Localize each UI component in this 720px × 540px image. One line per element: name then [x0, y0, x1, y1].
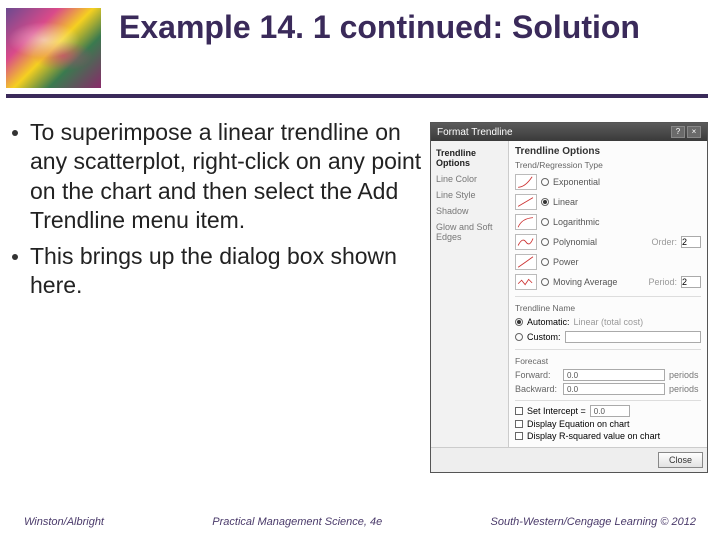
option-label: Exponential	[553, 177, 701, 187]
window-buttons: ? ×	[671, 126, 701, 138]
linear-icon	[515, 194, 537, 210]
bullet-column: To superimpose a linear trendline on any…	[12, 118, 430, 473]
forward-label: Forward:	[515, 370, 559, 380]
forward-unit: periods	[669, 370, 701, 380]
close-button[interactable]: Close	[658, 452, 703, 468]
name-automatic[interactable]: Automatic: Linear (total cost)	[515, 315, 701, 329]
option-polynomial[interactable]: Polynomial Order: 2	[515, 232, 701, 252]
help-button[interactable]: ?	[671, 126, 685, 138]
radio-icon[interactable]	[541, 178, 549, 186]
option-logarithmic[interactable]: Logarithmic	[515, 212, 701, 232]
title-bar: Example 14. 1 continued: Solution	[0, 0, 720, 88]
section-heading: Forecast	[515, 356, 701, 366]
sidebar-item-trendline-options[interactable]: Trendline Options	[434, 145, 505, 171]
forward-input[interactable]: 0.0	[563, 369, 665, 381]
auto-value: Linear (total cost)	[574, 317, 644, 327]
exponential-icon	[515, 174, 537, 190]
sidebar-item-line-color[interactable]: Line Color	[434, 171, 505, 187]
radio-icon[interactable]	[541, 238, 549, 246]
equation-label: Display Equation on chart	[527, 419, 630, 429]
checkbox-icon[interactable]	[515, 432, 523, 440]
option-label: Power	[553, 257, 701, 267]
set-intercept-row[interactable]: Set Intercept = 0.0	[515, 404, 701, 418]
slide-title: Example 14. 1 continued: Solution	[101, 8, 640, 46]
radio-icon[interactable]	[541, 218, 549, 226]
backward-unit: periods	[669, 384, 701, 394]
forecast-section: Forecast Forward: 0.0 periods Backward: …	[515, 349, 701, 396]
sidebar-item-glow[interactable]: Glow and Soft Edges	[434, 219, 505, 245]
sidebar-item-line-style[interactable]: Line Style	[434, 187, 505, 203]
checkbox-icon[interactable]	[515, 407, 523, 415]
body-area: To superimpose a linear trendline on any…	[0, 98, 720, 473]
radio-icon[interactable]	[515, 318, 523, 326]
radio-icon[interactable]	[541, 278, 549, 286]
power-icon	[515, 254, 537, 270]
display-rsquared-row[interactable]: Display R-squared value on chart	[515, 430, 701, 442]
bullet-item: To superimpose a linear trendline on any…	[12, 118, 422, 236]
polynomial-icon	[515, 234, 537, 250]
bullet-dot-icon	[12, 254, 18, 260]
dialog-column: Format Trendline ? × Trendline Options L…	[430, 118, 708, 473]
slide-footer: Winston/Albright Practical Management Sc…	[0, 516, 720, 528]
bullet-text: To superimpose a linear trendline on any…	[30, 118, 422, 236]
bullet-text: This brings up the dialog box shown here…	[30, 242, 422, 301]
backward-input[interactable]: 0.0	[563, 383, 665, 395]
logo-graphic	[6, 8, 101, 88]
dialog-title-text: Format Trendline	[437, 127, 513, 138]
option-label: Linear	[553, 197, 701, 207]
radio-icon[interactable]	[515, 333, 523, 341]
logarithmic-icon	[515, 214, 537, 230]
option-exponential[interactable]: Exponential	[515, 172, 701, 192]
trendline-name-section: Trendline Name Automatic: Linear (total …	[515, 296, 701, 345]
dialog-main: Trendline Options Trend/Regression Type …	[509, 141, 707, 447]
moving-average-icon	[515, 274, 537, 290]
main-heading: Trendline Options	[515, 146, 701, 157]
footer-left: Winston/Albright	[24, 516, 104, 528]
period-label: Period:	[648, 277, 677, 287]
checks-section: Set Intercept = 0.0 Display Equation on …	[515, 400, 701, 442]
display-equation-row[interactable]: Display Equation on chart	[515, 418, 701, 430]
footer-right: South-Western/Cengage Learning © 2012	[491, 516, 696, 528]
option-label: Polynomial	[553, 237, 647, 247]
backward-label: Backward:	[515, 384, 559, 394]
dialog-footer: Close	[431, 447, 707, 472]
close-icon[interactable]: ×	[687, 126, 701, 138]
radio-icon[interactable]	[541, 258, 549, 266]
order-label: Order:	[651, 237, 677, 247]
custom-label: Custom:	[527, 332, 561, 342]
option-power[interactable]: Power	[515, 252, 701, 272]
dialog-sidebar: Trendline Options Line Color Line Style …	[431, 141, 509, 447]
rsquared-label: Display R-squared value on chart	[527, 431, 660, 441]
option-moving-average[interactable]: Moving Average Period: 2	[515, 272, 701, 292]
name-custom[interactable]: Custom:	[515, 329, 701, 345]
radio-icon[interactable]	[541, 198, 549, 206]
subheading: Trend/Regression Type	[515, 160, 701, 170]
dialog-titlebar: Format Trendline ? ×	[431, 123, 707, 141]
sidebar-item-shadow[interactable]: Shadow	[434, 203, 505, 219]
checkbox-icon[interactable]	[515, 420, 523, 428]
option-label: Logarithmic	[553, 217, 701, 227]
option-linear[interactable]: Linear	[515, 192, 701, 212]
order-spinner[interactable]: 2	[681, 236, 701, 248]
section-heading: Trendline Name	[515, 303, 701, 313]
bullet-dot-icon	[12, 130, 18, 136]
intercept-label: Set Intercept =	[527, 406, 586, 416]
auto-label: Automatic:	[527, 317, 570, 327]
bullet-item: This brings up the dialog box shown here…	[12, 242, 422, 301]
option-label: Moving Average	[553, 277, 644, 287]
intercept-input[interactable]: 0.0	[590, 405, 630, 417]
period-spinner[interactable]: 2	[681, 276, 701, 288]
footer-center: Practical Management Science, 4e	[212, 516, 382, 528]
custom-name-input[interactable]	[565, 331, 701, 343]
format-trendline-dialog: Format Trendline ? × Trendline Options L…	[430, 122, 708, 473]
